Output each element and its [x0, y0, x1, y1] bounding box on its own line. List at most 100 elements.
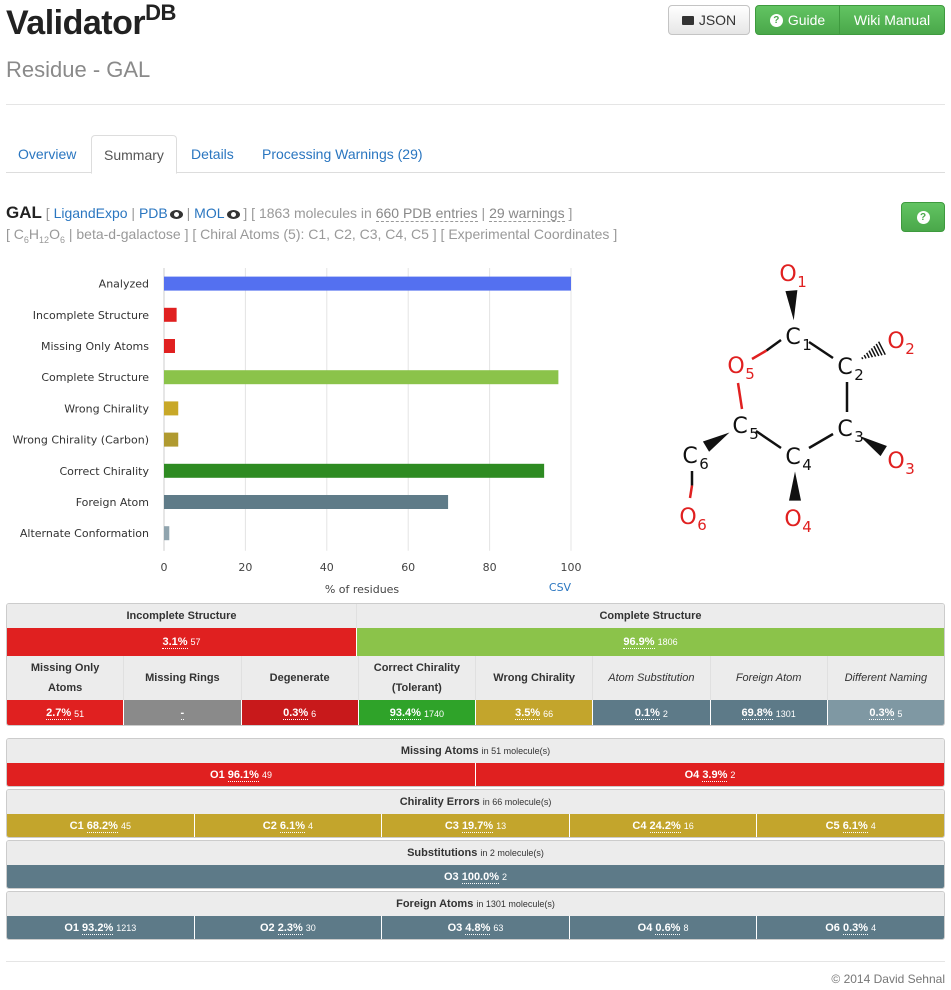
category-label: Wrong Chirality (Carbon) [13, 434, 149, 447]
table-title: Foreign Atoms [396, 898, 474, 910]
missing-atoms-o4-cell[interactable]: O4 3.9% 2 [476, 763, 944, 786]
complete-structure-header: Complete Structure [599, 610, 702, 622]
tab-overview[interactable]: Overview [18, 146, 77, 162]
atom-index: 3 [854, 428, 864, 446]
foreign-atoms-o3-cell[interactable]: O3 4.8% 63 [382, 916, 570, 939]
count-value: 57 [190, 637, 201, 647]
atom-name: C2 [262, 820, 280, 832]
percent-value[interactable]: 0.3% [842, 921, 869, 935]
incomplete-structure-header: Incomplete Structure [7, 604, 357, 628]
percent-value[interactable]: 24.2% [649, 819, 681, 833]
chirality-errors-c4-cell[interactable]: C4 24.2% 16 [569, 814, 758, 837]
percent-value[interactable]: 2.3% [277, 921, 303, 935]
percent-value[interactable]: 93.2% [82, 921, 114, 935]
x-tick-label: 100 [561, 561, 582, 574]
value-degenerate[interactable]: 0.3% 6 [241, 700, 359, 725]
chirality-errors-table: Chirality Errors in 66 molecule(s) C1 68.2… [6, 789, 945, 838]
tab-details[interactable]: Details [191, 146, 234, 162]
foreign-atoms-o2-cell[interactable]: O2 2.3% 30 [194, 916, 383, 939]
wiki-manual-button[interactable]: Wiki Manual [839, 5, 945, 35]
percent-value[interactable]: 0.1% [634, 707, 660, 720]
count-value: 6 [311, 708, 317, 719]
count-value: 1806 [657, 637, 678, 647]
chirality-errors-c3-cell[interactable]: C3 19.7% 13 [382, 814, 570, 837]
ligandexpo-link[interactable]: LigandExpo [53, 205, 128, 221]
complete-structure-value[interactable]: 96.9% 1806 [357, 628, 944, 656]
value-missing-only-atoms[interactable]: 2.7% 51 [7, 700, 125, 725]
percent-value[interactable]: 3.5% [515, 707, 541, 720]
bar-incomplete-structure [164, 307, 177, 322]
value-foreign-atom[interactable]: 69.8% 1301 [710, 700, 828, 725]
chirality-errors-c1-cell[interactable]: C1 68.2% 45 [7, 814, 195, 837]
bond [755, 429, 782, 450]
percent-value[interactable]: 6.1% [842, 819, 868, 833]
warnings-link[interactable]: 29 warnings [489, 205, 565, 222]
percent-value[interactable]: 68.2% [86, 819, 118, 833]
percent-value[interactable]: 0.6% [655, 921, 681, 935]
percent-value[interactable]: 96.9% [623, 635, 655, 649]
pdb-link[interactable]: PDB [138, 205, 168, 221]
value-wrong-chirality[interactable]: 3.5% 66 [476, 700, 594, 725]
header-missing-rings: Missing Rings [124, 656, 242, 700]
atom-name: O4 [637, 922, 656, 934]
atom-O3: O [887, 449, 904, 474]
atom-C2: C [837, 355, 852, 380]
percent-value[interactable]: 100.0% [461, 870, 500, 884]
chirality-errors-c5-cell[interactable]: C5 6.1% 4 [757, 814, 944, 837]
percent-value[interactable]: 19.7% [461, 819, 494, 833]
percent-value[interactable]: 4.8% [465, 921, 491, 935]
percent-value[interactable]: 96.1% [227, 768, 259, 782]
percent-value[interactable]: 93.4% [389, 707, 421, 720]
percent-value[interactable]: - [180, 707, 185, 720]
count-value: 30 [305, 923, 316, 933]
mol-link[interactable]: MOL [194, 205, 225, 221]
tab-summary[interactable]: Summary [91, 135, 177, 174]
atom-name: C3 [444, 820, 462, 832]
atom-name: O2 [259, 922, 278, 934]
atom-name: O4 [684, 769, 703, 781]
foreign-atoms-o1-cell[interactable]: O1 93.2% 1213 [7, 916, 195, 939]
help-button[interactable]: ? [901, 202, 945, 232]
bond [808, 432, 834, 450]
substitutions-o3-cell[interactable]: O3 100.0% 2 [7, 865, 944, 888]
bar-complete-structure [164, 370, 559, 385]
count-value: 4 [870, 821, 876, 831]
percent-value[interactable]: 69.8% [741, 707, 773, 720]
percent-value[interactable]: 0.3% [283, 707, 309, 720]
pdb-entries-link[interactable]: 660 PDB entries [375, 205, 478, 222]
header-missing-only-atoms: Missing Only Atoms [7, 656, 125, 700]
json-button[interactable]: JSON [668, 5, 750, 35]
value-correct-chirality-tolerant-[interactable]: 93.4% 1740 [358, 700, 476, 725]
percent-value[interactable]: 2.7% [46, 707, 72, 720]
atom-name: O1 [210, 769, 228, 781]
eye-icon[interactable] [169, 209, 183, 219]
atom-index: 6 [697, 516, 707, 534]
count-value: 45 [120, 821, 131, 831]
molecule-count: 1863 molecules in [258, 205, 372, 221]
incomplete-structure-value[interactable]: 3.1% 57 [7, 628, 357, 656]
percent-value[interactable]: 0.3% [869, 707, 895, 720]
foreign-atoms-o4-cell[interactable]: O4 0.6% 8 [569, 916, 758, 939]
atom-index: 3 [905, 460, 915, 478]
csv-link[interactable]: CSV [549, 581, 572, 594]
missing-atoms-o1-cell[interactable]: O1 96.1% 49 [7, 763, 476, 786]
foreign-atoms-title: Foreign Atoms in 1301 molecule(s) [7, 892, 944, 916]
question-icon: ? [769, 13, 783, 27]
tab-processing-warnings[interactable]: Processing Warnings (29) [262, 146, 423, 162]
hashed-bond-segment [868, 350, 874, 358]
percent-value[interactable]: 3.9% [702, 768, 728, 782]
value-missing-rings[interactable]: - [124, 700, 242, 725]
percent-value[interactable]: 6.1% [279, 819, 305, 833]
foreign-atoms-o6-cell[interactable]: O6 0.3% 4 [757, 916, 944, 939]
bar-foreign-atom [164, 495, 449, 509]
count-value: 1301 [775, 708, 796, 719]
molecule-count: in 51 molecule(s) [481, 746, 551, 756]
eye-icon[interactable] [226, 209, 240, 219]
value-atom-substitution[interactable]: 0.1% 2 [593, 700, 711, 725]
chirality-errors-c2-cell[interactable]: C2 6.1% 4 [194, 814, 383, 837]
guide-button[interactable]: ? Guide [755, 5, 840, 35]
value-different-naming[interactable]: 0.3% 5 [827, 700, 944, 725]
residue-formula-line: [ C6H12O6 | beta-d-galactose ] [ Chiral … [6, 226, 618, 245]
percent-value[interactable]: 3.1% [162, 635, 188, 649]
atom-name: C1 [69, 820, 87, 832]
